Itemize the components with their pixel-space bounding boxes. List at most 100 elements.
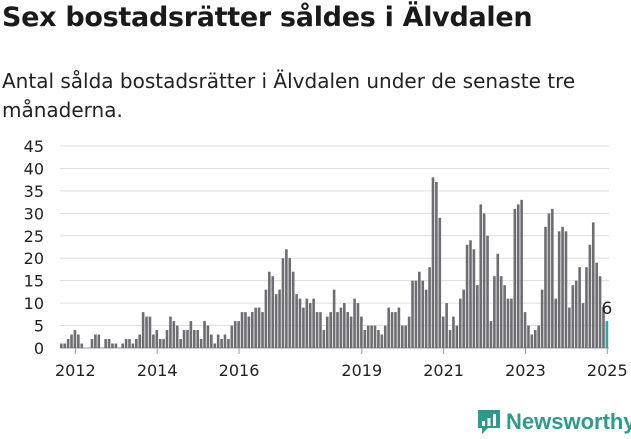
bar: [591, 222, 595, 348]
bar: [322, 330, 326, 348]
bar: [250, 312, 254, 348]
bar: [394, 312, 397, 348]
latest-value-label: 6: [601, 299, 612, 319]
bar: [312, 298, 315, 348]
bar: [298, 298, 302, 348]
bar: [278, 289, 281, 348]
bar: [421, 280, 425, 348]
y-tick-label: 10: [24, 294, 44, 313]
bar: [602, 307, 605, 348]
bar: [244, 312, 247, 348]
bar: [288, 258, 292, 348]
bar-latest: [605, 321, 609, 348]
bar: [186, 330, 189, 348]
bar: [476, 285, 479, 348]
bar: [131, 343, 135, 348]
bar: [199, 339, 203, 348]
bar: [158, 339, 162, 348]
bar: [233, 321, 237, 348]
bar: [182, 330, 186, 348]
bar: [155, 330, 159, 348]
bar: [271, 276, 275, 348]
bar: [138, 334, 142, 348]
y-tick-label: 0: [34, 339, 44, 358]
bar: [547, 213, 551, 348]
y-tick-label: 5: [34, 317, 44, 336]
bar: [94, 334, 97, 348]
bar: [302, 307, 305, 348]
newsworthy-logo-text: Newsworthy: [506, 409, 631, 434]
bar: [516, 204, 520, 348]
bar: [353, 298, 356, 348]
bar: [189, 321, 193, 348]
bar: [472, 249, 476, 348]
bar: [203, 321, 206, 348]
bar: [557, 231, 561, 348]
bar: [366, 325, 370, 348]
bar: [465, 244, 469, 348]
bar: [206, 325, 210, 348]
y-tick-label: 35: [24, 182, 44, 201]
bar: [80, 343, 84, 348]
bar: [319, 312, 322, 348]
bar: [281, 258, 285, 348]
bar: [175, 325, 179, 348]
bar: [66, 339, 70, 348]
bar: [339, 307, 343, 348]
bar: [114, 343, 118, 348]
bar: [424, 289, 428, 348]
bar: [192, 330, 196, 348]
bar: [493, 276, 496, 348]
bar: [390, 312, 394, 348]
bar: [363, 330, 367, 348]
bar: [356, 303, 360, 348]
bar: [305, 298, 309, 348]
newsworthy-logo[interactable]: Newsworthy: [476, 406, 631, 438]
bar: [486, 235, 489, 348]
bar: [482, 213, 486, 348]
bar: [571, 285, 575, 348]
bar: [523, 312, 527, 348]
bar: [445, 303, 448, 348]
bar: [407, 316, 411, 348]
bar: [462, 289, 465, 348]
bar: [145, 316, 148, 348]
bar: [510, 298, 513, 348]
chart-gridlines: [60, 145, 609, 349]
bar: [370, 325, 373, 348]
bar: [581, 303, 585, 348]
y-tick-label: 45: [24, 137, 44, 156]
bar: [489, 321, 493, 348]
y-tick-label: 30: [24, 204, 44, 223]
bar: [60, 343, 63, 348]
bar: [291, 271, 295, 348]
bar: [332, 289, 336, 348]
bar: [97, 334, 101, 348]
y-tick-label: 15: [24, 272, 44, 291]
bar: [336, 312, 339, 348]
bar: [230, 325, 234, 348]
bar: [77, 334, 80, 348]
x-axis: 2012 2014 2016 2019 2021 2023 2025: [55, 348, 628, 380]
bar: [404, 325, 408, 348]
x-tick-label: 2012: [55, 361, 96, 380]
bar: [448, 330, 452, 348]
bar: [141, 312, 145, 348]
bar: [165, 330, 169, 348]
bar: [520, 199, 523, 348]
bar: [227, 339, 230, 348]
bar: [135, 339, 138, 348]
bar: [73, 330, 77, 348]
bar: [380, 334, 384, 348]
x-tick-label: 2016: [219, 361, 260, 380]
bar: [247, 316, 251, 348]
bar: [216, 334, 220, 348]
bar: [527, 325, 530, 348]
bar: [124, 339, 128, 348]
bar: [121, 343, 124, 348]
newsworthy-logo-icon: [478, 410, 500, 434]
y-tick-label: 25: [24, 227, 44, 246]
bar: [179, 339, 182, 348]
bar: [414, 280, 418, 348]
